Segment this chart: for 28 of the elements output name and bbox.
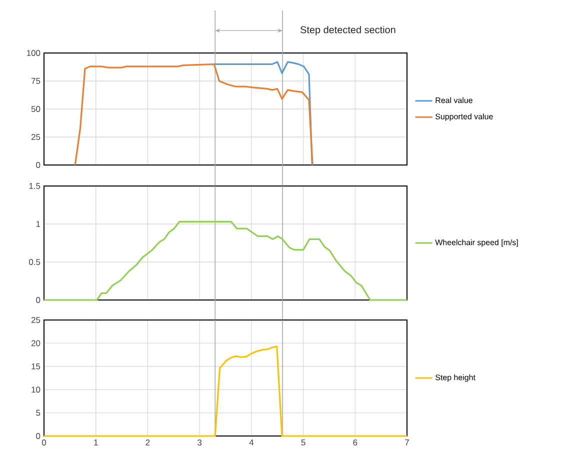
x-tick-label: 4 bbox=[249, 440, 254, 446]
y-tick-label: 1.5 bbox=[29, 183, 40, 189]
y-tick-label: 0.5 bbox=[29, 259, 40, 265]
x-tick-label: 6 bbox=[353, 440, 358, 446]
line-series bbox=[213, 61, 313, 166]
x-tick-label: 7 bbox=[405, 440, 409, 446]
line-series bbox=[43, 220, 408, 301]
y-tick-label: 50 bbox=[31, 106, 40, 112]
y-tick-label: 5 bbox=[36, 410, 40, 416]
y-tick-label: 10 bbox=[32, 386, 40, 393]
y-tick-label: 100 bbox=[26, 50, 40, 56]
y-tick-label: 25 bbox=[31, 134, 40, 140]
text: Step detected section bbox=[300, 26, 396, 36]
y-tick-label: 1 bbox=[36, 221, 40, 227]
y-tick-label: 75 bbox=[32, 78, 40, 84]
y-tick-label: 0 bbox=[36, 297, 40, 303]
x-tick-label: 2 bbox=[146, 440, 150, 446]
line-series bbox=[74, 63, 314, 166]
line-series bbox=[43, 346, 408, 437]
x-tick-label: 5 bbox=[301, 440, 306, 446]
x-tick-label: 3 bbox=[198, 440, 202, 446]
y-tick-label: 0 bbox=[36, 162, 40, 168]
y-tick-label: 25 bbox=[31, 317, 40, 323]
y-tick-label: 15 bbox=[32, 363, 40, 370]
y-tick-label: 20 bbox=[31, 340, 40, 346]
y-tick-label: 0 bbox=[36, 433, 40, 439]
x-tick-label: 1 bbox=[94, 440, 98, 446]
x-tick-label: 0 bbox=[42, 440, 46, 446]
